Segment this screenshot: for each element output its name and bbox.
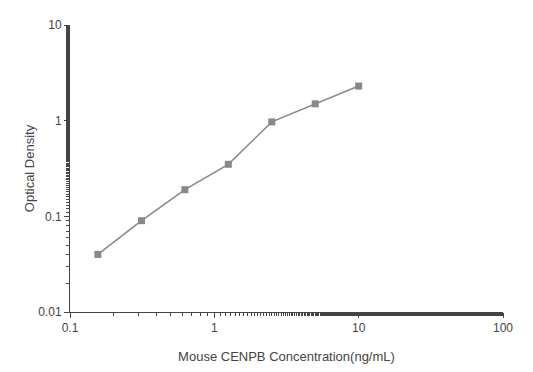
svg-text:Mouse CENPB Concentration(ng/m: Mouse CENPB Concentration(ng/mL) — [178, 349, 395, 364]
svg-text:1: 1 — [211, 321, 218, 335]
svg-text:10: 10 — [48, 18, 62, 32]
svg-text:10: 10 — [352, 321, 366, 335]
svg-text:1: 1 — [55, 114, 62, 128]
svg-text:Optical Density: Optical Density — [22, 124, 37, 212]
svg-text:0.01: 0.01 — [38, 305, 62, 319]
svg-text:0.1: 0.1 — [45, 210, 62, 224]
svg-text:100: 100 — [493, 321, 513, 335]
svg-text:0.1: 0.1 — [62, 321, 79, 335]
